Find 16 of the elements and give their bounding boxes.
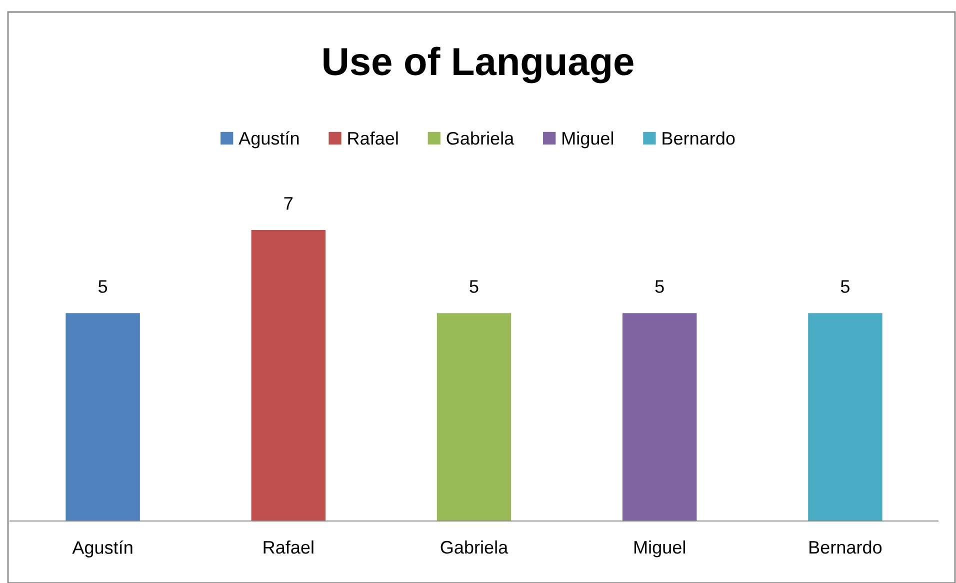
legend-label: Gabriela <box>446 131 514 145</box>
data-label: 5 <box>840 280 850 293</box>
data-label: 5 <box>98 280 108 293</box>
legend-label: Bernardo <box>662 131 735 145</box>
x-tick-label: Miguel <box>634 540 685 558</box>
x-tick-label: Bernardo <box>810 540 882 554</box>
data-label: 7 <box>284 197 293 210</box>
legend-label: Miguel <box>562 131 614 148</box>
chart-title: Use of Language <box>324 46 634 84</box>
x-tick-label: Rafael <box>264 540 314 554</box>
data-label: 5 <box>470 280 478 293</box>
legend-label: Rafael <box>348 131 398 145</box>
x-tick-label: Gabriela <box>440 540 508 554</box>
data-label: 5 <box>655 280 664 293</box>
legend-label: Agustín <box>238 131 299 148</box>
x-tick-label: Agustín <box>72 540 132 558</box>
